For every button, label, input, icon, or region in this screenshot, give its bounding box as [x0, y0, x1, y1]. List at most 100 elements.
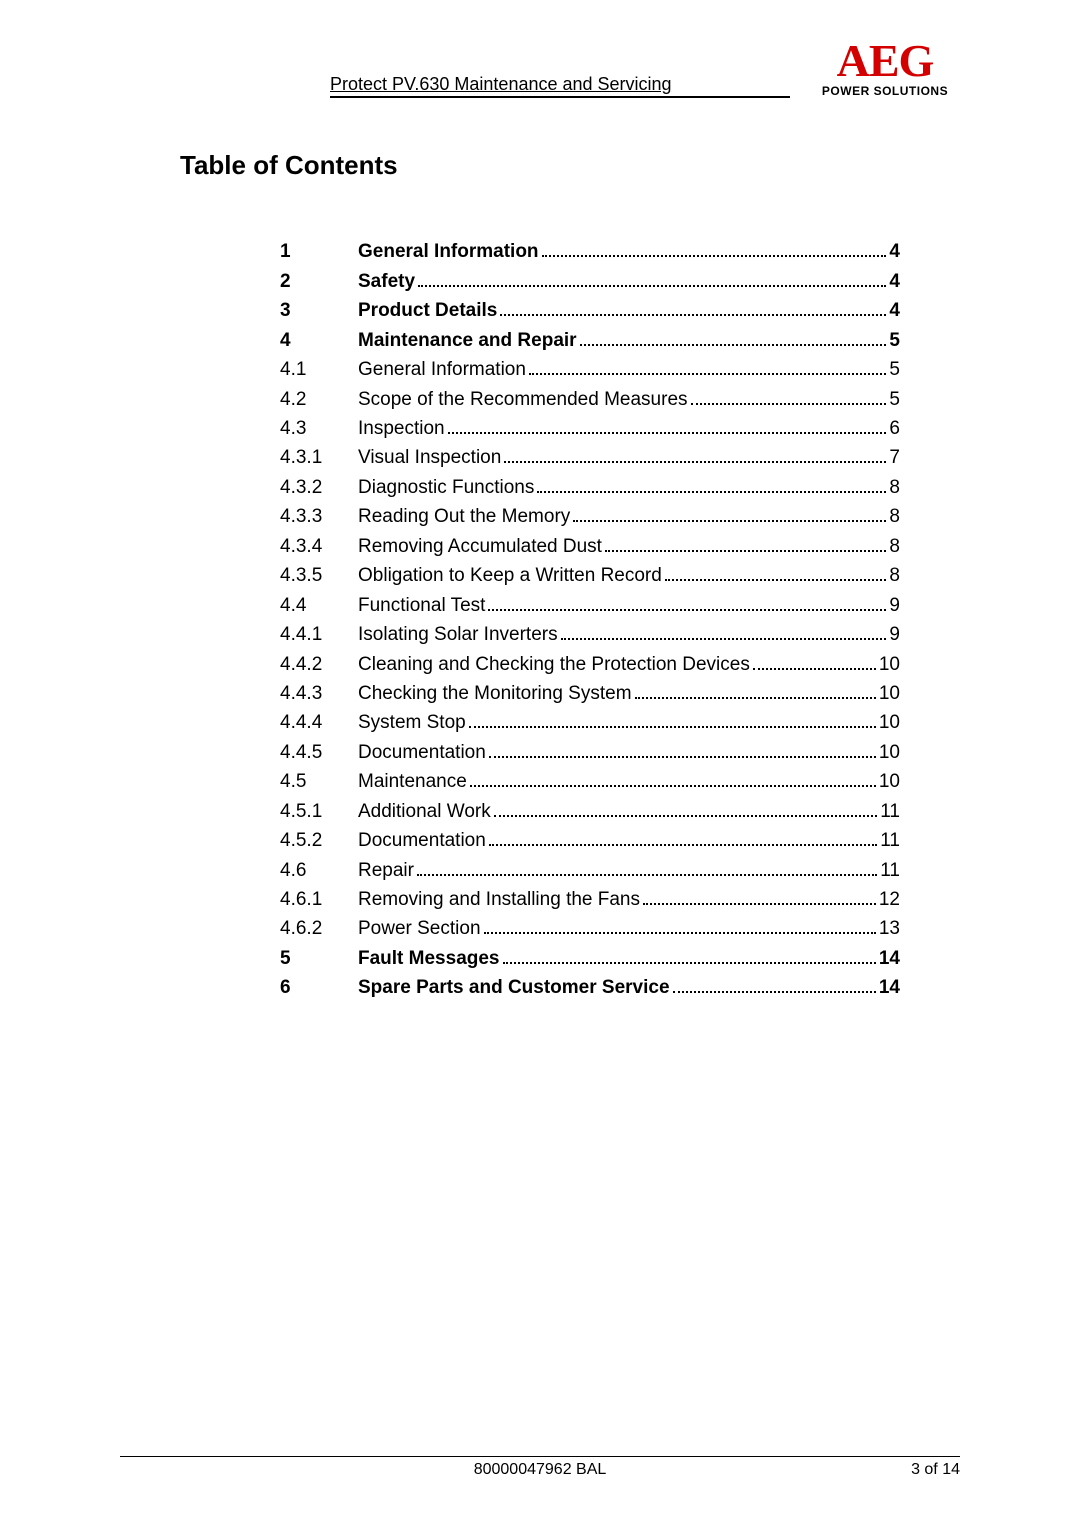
- toc-section-label: System Stop: [358, 708, 466, 737]
- toc-section-number: 4.3.3: [280, 502, 358, 531]
- toc-row: 4.6.1Removing and Installing the Fans12: [280, 885, 900, 914]
- toc-page-number: 9: [889, 620, 900, 649]
- toc-section-number: 4.3.2: [280, 473, 358, 502]
- toc-page-number: 8: [889, 473, 900, 502]
- toc-section-number: 4.4.3: [280, 679, 358, 708]
- toc-leader-dots: [542, 255, 887, 257]
- toc-page-number: 10: [879, 738, 900, 767]
- footer-left: [120, 1461, 320, 1479]
- toc-page-number: 11: [880, 826, 900, 855]
- toc-row: 4.3.1Visual Inspection 7: [280, 443, 900, 472]
- toc-page-number: 10: [879, 767, 900, 796]
- toc-row: 5Fault Messages 14: [280, 944, 900, 973]
- footer-doc-number: 80000047962 BAL: [320, 1461, 760, 1479]
- toc-leader-dots: [504, 461, 886, 463]
- toc-row: 4.3.5Obligation to Keep a Written Record…: [280, 561, 900, 590]
- toc-row: 4.4.4System Stop10: [280, 708, 900, 737]
- toc-section-label: Safety: [358, 267, 415, 296]
- toc-leader-dots: [561, 638, 887, 640]
- toc-section-number: 3: [280, 296, 358, 325]
- toc-row: 4.5.2Documentation 11: [280, 826, 900, 855]
- toc-leader-dots: [665, 579, 887, 581]
- toc-page-number: 14: [879, 944, 900, 973]
- toc-leader-dots: [494, 815, 878, 817]
- toc-leader-dots: [673, 991, 876, 993]
- toc-page-number: 7: [889, 443, 900, 472]
- toc-page-number: 5: [889, 326, 900, 355]
- toc-row: 4.4.3Checking the Monitoring System10: [280, 679, 900, 708]
- toc-section-label: Obligation to Keep a Written Record: [358, 561, 662, 590]
- toc-page-number: 6: [889, 414, 900, 443]
- toc-page-number: 10: [879, 650, 900, 679]
- toc-section-label: Reading Out the Memory: [358, 502, 570, 531]
- toc-leader-dots: [488, 609, 886, 611]
- footer-page-info: 3 of 14: [760, 1461, 960, 1479]
- toc-row: 4.4.2Cleaning and Checking the Protectio…: [280, 650, 900, 679]
- toc-leader-dots: [529, 373, 887, 375]
- toc-page-number: 5: [889, 385, 900, 414]
- toc-section-number: 4.3.1: [280, 443, 358, 472]
- toc-section-number: 4.5.1: [280, 797, 358, 826]
- page-footer: 80000047962 BAL 3 of 14: [120, 1456, 960, 1479]
- toc-leader-dots: [503, 962, 876, 964]
- toc-leader-dots: [635, 697, 876, 699]
- logo-text: AEG: [810, 40, 960, 81]
- toc-row: 4.5.1Additional Work11: [280, 797, 900, 826]
- toc-section-label: Maintenance and Repair: [358, 326, 577, 355]
- toc-leader-dots: [470, 785, 876, 787]
- toc-row: 4.4Functional Test9: [280, 591, 900, 620]
- toc-row: 4.4.5Documentation10: [280, 738, 900, 767]
- toc-section-number: 4.4.4: [280, 708, 358, 737]
- toc-section-label: General Information: [358, 355, 526, 384]
- toc-row: 4.4.1Isolating Solar Inverters9: [280, 620, 900, 649]
- toc-section-number: 4.4.2: [280, 650, 358, 679]
- toc-leader-dots: [691, 403, 887, 405]
- toc-leader-dots: [573, 520, 886, 522]
- toc-row: 4.1General Information5: [280, 355, 900, 384]
- toc-section-label: Maintenance: [358, 767, 467, 796]
- toc-leader-dots: [605, 550, 886, 552]
- toc-section-number: 1: [280, 237, 358, 266]
- toc-section-number: 4.3.5: [280, 561, 358, 590]
- toc-section-label: Removing and Installing the Fans: [358, 885, 640, 914]
- toc-section-label: Spare Parts and Customer Service: [358, 973, 670, 1002]
- toc-section-label: General Information: [358, 237, 539, 266]
- toc-row: 4.3.4Removing Accumulated Dust8: [280, 532, 900, 561]
- toc-section-number: 4.4: [280, 591, 358, 620]
- toc-row: 1General Information4: [280, 237, 900, 266]
- toc-section-label: Cleaning and Checking the Protection Dev…: [358, 650, 750, 679]
- toc-section-label: Documentation: [358, 826, 486, 855]
- toc-row: 4Maintenance and Repair5: [280, 326, 900, 355]
- toc-section-number: 5: [280, 944, 358, 973]
- logo-subtitle: POWER SOLUTIONS: [810, 84, 960, 98]
- toc-row: 4.3.3Reading Out the Memory 8: [280, 502, 900, 531]
- toc-section-label: Visual Inspection: [358, 443, 501, 472]
- toc-heading: Table of Contents: [180, 150, 960, 181]
- toc-page-number: 13: [879, 914, 900, 943]
- toc-section-label: Product Details: [358, 296, 497, 325]
- toc-leader-dots: [417, 874, 877, 876]
- logo: AEG POWER SOLUTIONS: [810, 40, 960, 98]
- toc-section-label: Removing Accumulated Dust: [358, 532, 602, 561]
- toc-section-label: Isolating Solar Inverters: [358, 620, 558, 649]
- toc-row: 4.2Scope of the Recommended Measures5: [280, 385, 900, 414]
- page-header: Protect PV.630 Maintenance and Servicing…: [120, 40, 960, 98]
- toc-row: 2Safety4: [280, 267, 900, 296]
- toc-section-label: Fault Messages: [358, 944, 500, 973]
- toc-leader-dots: [469, 726, 876, 728]
- toc-section-number: 4.5.2: [280, 826, 358, 855]
- toc-page-number: 5: [889, 355, 900, 384]
- toc-section-label: Additional Work: [358, 797, 491, 826]
- toc-leader-dots: [489, 844, 877, 846]
- toc-row: 4.6.2Power Section13: [280, 914, 900, 943]
- toc-page-number: 9: [889, 591, 900, 620]
- toc-section-number: 4.6.2: [280, 914, 358, 943]
- toc-page-number: 8: [889, 502, 900, 531]
- document-title: Protect PV.630 Maintenance and Servicing: [330, 74, 790, 98]
- toc-section-number: 4.5: [280, 767, 358, 796]
- toc-section-label: Repair: [358, 856, 414, 885]
- toc-page-number: 8: [889, 561, 900, 590]
- toc-page-number: 4: [889, 267, 900, 296]
- toc-row: 4.6Repair11: [280, 856, 900, 885]
- toc-leader-dots: [500, 314, 886, 316]
